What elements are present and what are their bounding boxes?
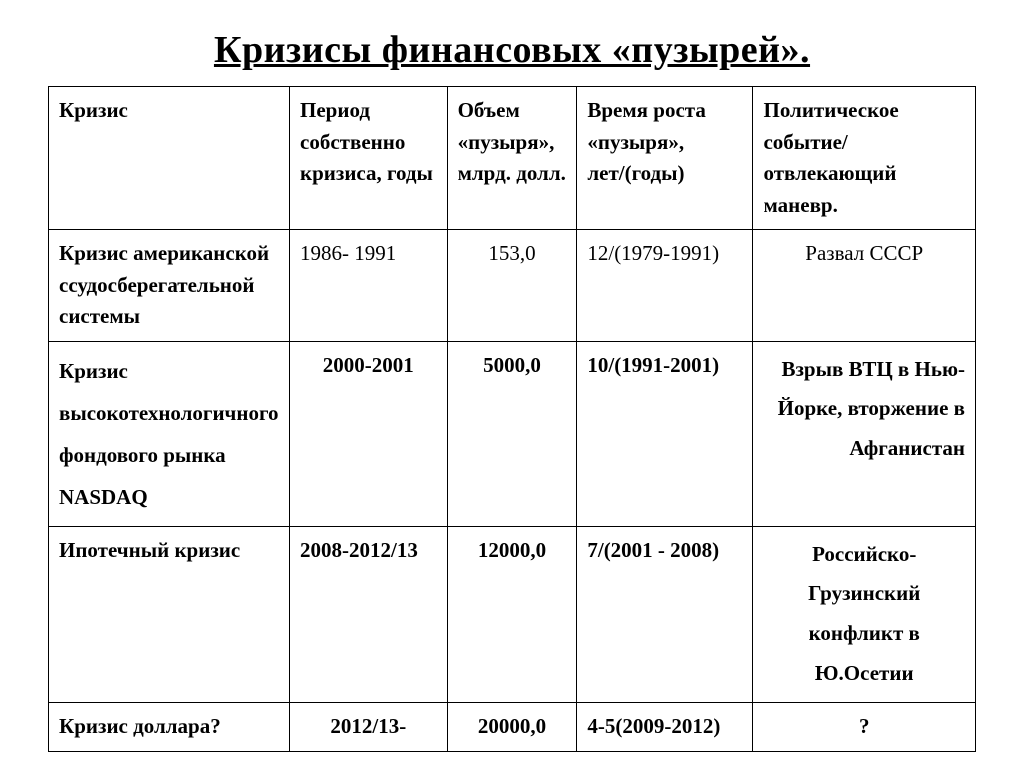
table-header-row: Кризис Период собственно кризиса, годы О…: [49, 87, 976, 230]
col-volume: Объем «пузыря», млрд. долл.: [447, 87, 577, 230]
table-row: Кризис доллара? 2012/13- 20000,0 4-5(200…: [49, 703, 976, 752]
cell-crisis: Кризис высокотехнологичного фондового ры…: [49, 341, 290, 526]
table-row: Кризис высокотехнологичного фондового ры…: [49, 341, 976, 526]
cell-period: 1986- 1991: [290, 230, 448, 342]
table-row: Кризис американской ссудосберегательной …: [49, 230, 976, 342]
col-growth: Время роста «пузыря», лет/(годы): [577, 87, 753, 230]
cell-event: Взрыв ВТЦ в Нью-Йорке, вторжение в Афган…: [753, 341, 976, 526]
cell-crisis: Ипотечный кризис: [49, 526, 290, 703]
crises-table: Кризис Период собственно кризиса, годы О…: [48, 86, 976, 752]
cell-growth: 12/(1979-1991): [577, 230, 753, 342]
cell-volume: 5000,0: [447, 341, 577, 526]
cell-volume: 20000,0: [447, 703, 577, 752]
cell-period: 2000-2001: [290, 341, 448, 526]
cell-event: ?: [753, 703, 976, 752]
cell-growth: 10/(1991-2001): [577, 341, 753, 526]
cell-event: Российско-Грузинский конфликт в Ю.Осетии: [753, 526, 976, 703]
col-event: Политическое событие/ отвлекающий маневр…: [753, 87, 976, 230]
cell-growth: 4-5(2009-2012): [577, 703, 753, 752]
cell-event: Развал СССР: [753, 230, 976, 342]
table-row: Ипотечный кризис 2008-2012/13 12000,0 7/…: [49, 526, 976, 703]
cell-growth: 7/(2001 - 2008): [577, 526, 753, 703]
cell-volume: 12000,0: [447, 526, 577, 703]
cell-period: 2008-2012/13: [290, 526, 448, 703]
cell-period: 2012/13-: [290, 703, 448, 752]
cell-crisis: Кризис американской ссудосберегательной …: [49, 230, 290, 342]
cell-crisis: Кризис доллара?: [49, 703, 290, 752]
col-period: Период собственно кризиса, годы: [290, 87, 448, 230]
cell-volume: 153,0: [447, 230, 577, 342]
page-title: Кризисы финансовых «пузырей».: [48, 28, 976, 72]
slide: Кризисы финансовых «пузырей». Кризис Пер…: [0, 0, 1024, 752]
col-crisis: Кризис: [49, 87, 290, 230]
